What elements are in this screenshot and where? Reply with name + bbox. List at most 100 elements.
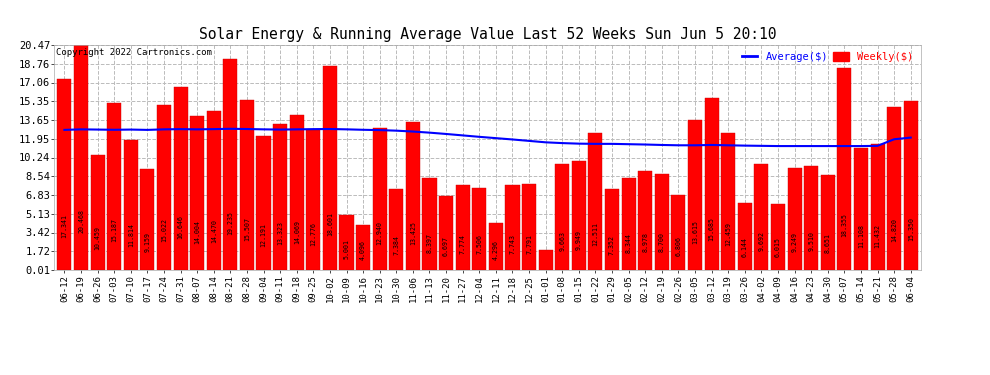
Text: 9.949: 9.949 [576, 230, 582, 251]
Text: 15.685: 15.685 [709, 217, 715, 241]
Bar [705, 98, 719, 270]
Text: 8.651: 8.651 [825, 232, 831, 252]
Text: 9.663: 9.663 [559, 231, 565, 251]
Bar [372, 128, 387, 270]
Text: 7.743: 7.743 [510, 234, 516, 254]
Text: 12.191: 12.191 [260, 223, 266, 247]
Bar [207, 111, 221, 270]
Bar [754, 164, 768, 270]
Text: 9.159: 9.159 [145, 232, 150, 252]
Text: 14.069: 14.069 [294, 220, 300, 244]
Bar [90, 155, 105, 270]
Text: 15.187: 15.187 [111, 218, 117, 242]
Bar [854, 148, 868, 270]
Bar [639, 171, 652, 270]
Text: 8.344: 8.344 [626, 233, 632, 253]
Bar [539, 249, 552, 270]
Bar [340, 215, 353, 270]
Bar [306, 130, 321, 270]
Bar [721, 133, 736, 270]
Bar [273, 124, 287, 270]
Text: 14.470: 14.470 [211, 219, 217, 243]
Text: 9.249: 9.249 [792, 231, 798, 252]
Bar [671, 195, 685, 270]
Text: 6.144: 6.144 [742, 237, 747, 256]
Text: 13.615: 13.615 [692, 220, 698, 245]
Legend: Average($), Weekly($): Average($), Weekly($) [740, 50, 916, 64]
Text: 11.432: 11.432 [874, 224, 880, 248]
Text: 11.814: 11.814 [128, 224, 134, 248]
Text: 13.323: 13.323 [277, 221, 283, 245]
Text: 16.646: 16.646 [177, 215, 183, 239]
Bar [870, 144, 885, 270]
Text: 18.601: 18.601 [327, 212, 333, 236]
Text: 12.511: 12.511 [592, 222, 598, 246]
Text: 4.096: 4.096 [360, 240, 366, 260]
Text: 6.015: 6.015 [775, 237, 781, 257]
Bar [506, 185, 520, 270]
Text: 6.697: 6.697 [444, 236, 449, 256]
Bar [787, 168, 802, 270]
Text: 7.384: 7.384 [393, 235, 399, 255]
Text: Copyright 2022 Cartronics.com: Copyright 2022 Cartronics.com [56, 48, 212, 57]
Bar [821, 175, 835, 270]
Bar [356, 225, 370, 270]
Bar [904, 101, 918, 270]
Text: 18.355: 18.355 [842, 213, 847, 237]
Bar [256, 136, 270, 270]
Text: 7.791: 7.791 [526, 234, 532, 254]
Text: 6.806: 6.806 [675, 236, 681, 256]
Bar [489, 223, 503, 270]
Text: 7.506: 7.506 [476, 234, 482, 254]
Bar [157, 105, 171, 270]
Bar [124, 140, 138, 270]
Title: Solar Energy & Running Average Value Last 52 Weeks Sun Jun 5 20:10: Solar Energy & Running Average Value Las… [199, 27, 776, 42]
Text: 8.700: 8.700 [658, 232, 665, 252]
Bar [572, 161, 586, 270]
Bar [688, 120, 702, 270]
Bar [190, 116, 204, 270]
Bar [224, 58, 238, 270]
Bar [74, 45, 88, 270]
Bar [323, 66, 337, 270]
Bar [240, 100, 254, 270]
Text: 14.004: 14.004 [194, 220, 200, 244]
Text: 12.940: 12.940 [377, 222, 383, 246]
Bar [290, 116, 304, 270]
Bar [838, 68, 851, 270]
Bar [522, 184, 537, 270]
Bar [455, 184, 469, 270]
Text: 11.108: 11.108 [858, 225, 864, 249]
Text: 5.001: 5.001 [344, 238, 349, 258]
Bar [588, 132, 603, 270]
Bar [173, 87, 188, 270]
Bar [57, 80, 71, 270]
Bar [439, 196, 453, 270]
Bar [472, 188, 486, 270]
Text: 9.510: 9.510 [808, 231, 814, 251]
Text: 12.459: 12.459 [726, 222, 732, 246]
Bar [423, 178, 437, 270]
Text: 12.776: 12.776 [310, 222, 317, 246]
Text: 8.978: 8.978 [643, 232, 648, 252]
Text: 7.352: 7.352 [609, 235, 615, 255]
Bar [107, 103, 121, 270]
Bar [389, 189, 403, 270]
Bar [605, 189, 619, 270]
Bar [771, 204, 785, 270]
Text: 14.820: 14.820 [891, 218, 897, 242]
Text: 15.022: 15.022 [161, 218, 167, 242]
Bar [141, 170, 154, 270]
Bar [804, 165, 818, 270]
Bar [622, 178, 636, 270]
Text: 17.341: 17.341 [61, 214, 67, 238]
Text: 10.459: 10.459 [95, 225, 101, 249]
Bar [654, 174, 669, 270]
Text: 15.350: 15.350 [908, 217, 914, 242]
Text: 20.468: 20.468 [78, 209, 84, 233]
Text: 7.774: 7.774 [459, 234, 465, 254]
Text: 8.397: 8.397 [427, 233, 433, 253]
Bar [738, 202, 751, 270]
Bar [555, 164, 569, 270]
Text: 4.296: 4.296 [493, 240, 499, 260]
